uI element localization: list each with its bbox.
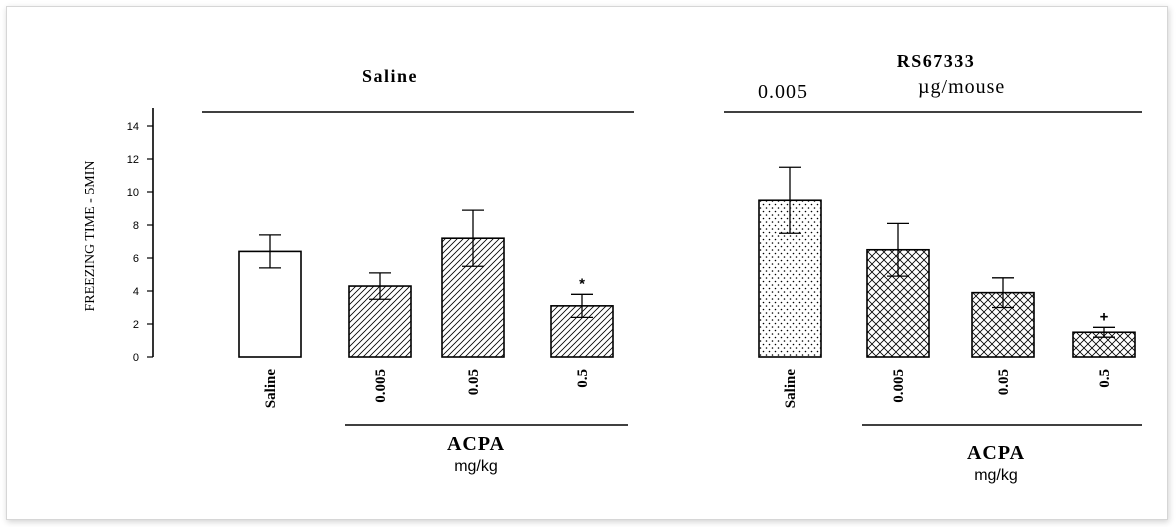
category-label: 0.5 <box>575 369 591 388</box>
y-axis: 0 2 4 6 8 10 12 14 <box>127 108 154 364</box>
figure-frame <box>6 6 1168 520</box>
y-tick-label: 8 <box>133 220 139 232</box>
y-axis-label: FREEZING TIME - 5MIN <box>83 160 98 311</box>
category-label: Saline <box>783 369 799 409</box>
y-tick-label: 14 <box>127 121 139 133</box>
y-tick-label: 10 <box>127 187 139 199</box>
y-tick-label: 4 <box>133 286 139 298</box>
footer-label-right: ACPA <box>967 442 1025 464</box>
bar <box>866 248 930 358</box>
y-tick-label: 0 <box>133 352 139 364</box>
bars: Saline 0.005 0.05 * 0.5 Saline 0.005 0.05 +0.5 <box>238 166 1136 409</box>
bar <box>348 285 412 358</box>
footer-label-left: ACPA <box>447 433 505 455</box>
y-tick-label: 2 <box>133 319 139 331</box>
significance-mark: * <box>579 275 585 292</box>
group-title-rs67333: RS67333 <box>897 51 976 71</box>
y-tick-label: 12 <box>127 154 139 166</box>
category-label: 0.05 <box>466 369 482 395</box>
category-label: 0.05 <box>996 369 1012 395</box>
category-label: Saline <box>263 369 279 409</box>
footer-unit-left: mg/kg <box>454 458 498 475</box>
bar <box>238 250 302 358</box>
category-label: 0.005 <box>891 369 907 403</box>
y-tick-label: 6 <box>133 253 139 265</box>
dose-unit: µg/mouse <box>918 76 1005 98</box>
dose-value: 0.005 <box>758 81 808 103</box>
footer-unit-right: mg/kg <box>974 467 1018 484</box>
category-label: 0.005 <box>373 369 389 403</box>
group-title-saline: Saline <box>362 66 418 86</box>
significance-mark: + <box>1100 308 1109 325</box>
category-label: 0.5 <box>1097 369 1113 388</box>
